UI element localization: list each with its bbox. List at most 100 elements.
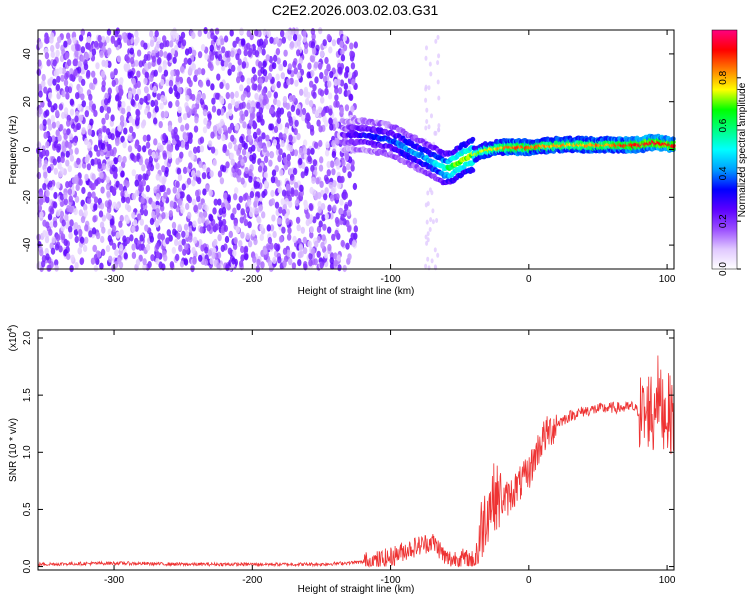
spectrogram-cell xyxy=(75,92,80,100)
spectrogram-cell xyxy=(178,244,183,252)
spectrogram-cell xyxy=(303,47,309,55)
colorbar-tick-label: 0.0 xyxy=(718,262,729,276)
spectrogram-cell xyxy=(201,92,206,101)
spectrogram-cell xyxy=(80,216,86,224)
spectrogram-cell xyxy=(224,235,230,244)
spectrogram-cell xyxy=(93,203,98,211)
spectrogram-cell xyxy=(427,265,431,271)
spectrogram-cell xyxy=(251,66,256,74)
spectrogram-cell xyxy=(227,126,232,134)
spectrogram-cell xyxy=(227,68,232,76)
spectrogram-cell xyxy=(147,148,153,156)
spectrogram-cell xyxy=(308,100,314,108)
spectrogram-cell xyxy=(115,180,120,188)
spectrogram-cell xyxy=(335,137,340,145)
spectrogram-cell xyxy=(50,50,55,59)
spectrogram-cell xyxy=(195,189,200,197)
spectrogram-cell xyxy=(39,249,44,257)
spectrogram-cell xyxy=(350,164,355,172)
spectrogram-cell xyxy=(86,163,92,171)
spectrogram-cell xyxy=(142,145,147,153)
spectrogram-cell xyxy=(194,116,199,124)
spectrogram-cell xyxy=(120,190,125,198)
spectrogram-cell xyxy=(105,36,110,44)
spectrogram-cell xyxy=(295,216,301,224)
spectrogram-cell xyxy=(47,100,52,108)
spectrogram-cell xyxy=(101,85,106,93)
spectrogram-cell xyxy=(99,262,104,270)
spectrogram-cell xyxy=(319,89,325,97)
spectrogram-cell xyxy=(323,251,329,259)
spectrogram-cell xyxy=(230,98,236,106)
spectrogram-cell xyxy=(270,189,275,198)
spectrogram-cell xyxy=(300,171,305,179)
spectrogram-cell xyxy=(273,97,278,106)
spectrogram-cell xyxy=(41,73,46,82)
spectrogram-cell xyxy=(107,199,113,207)
spectrogram-cell xyxy=(350,232,355,240)
spectrogram-cell xyxy=(324,187,329,195)
spectrogram-cell xyxy=(246,90,251,98)
spectrogram-cell xyxy=(187,67,193,75)
spectrogram-cell xyxy=(312,47,317,55)
spectrogram-cell xyxy=(201,172,207,180)
spectrogram-cell xyxy=(169,200,175,208)
spectrogram-cell xyxy=(48,92,53,100)
spectrogram-cell xyxy=(65,181,70,189)
spectrogram-cell xyxy=(209,214,214,222)
spectrogram-cell xyxy=(72,36,77,45)
spectrogram-cell xyxy=(136,49,142,57)
spectrogram-cell xyxy=(234,187,239,195)
spectrogram-cell xyxy=(429,71,433,77)
snr-x-ticks: -300 -200 -100 0 100 xyxy=(104,330,676,586)
spectrogram-cell xyxy=(280,198,285,206)
spectrogram-cell xyxy=(203,258,208,266)
spectrogram-cell xyxy=(352,182,358,191)
spectrogram-cell xyxy=(261,48,266,56)
spectrogram-cell xyxy=(202,188,207,196)
spectrogram-cell xyxy=(83,137,89,146)
colorbar-tick-label: 0.6 xyxy=(718,118,729,132)
spectrogram-cell xyxy=(272,256,277,264)
spectrogram-cell xyxy=(207,113,212,121)
spectrogram-cell xyxy=(101,214,107,222)
spectrogram-cell xyxy=(180,206,185,214)
spectrogram-cell xyxy=(172,56,177,64)
spectrogram-cell xyxy=(186,88,191,96)
spectrogram-cell xyxy=(101,117,106,125)
spectrogram-cell xyxy=(147,261,152,269)
spectrogram-cell xyxy=(331,233,336,241)
spectrogram-cell xyxy=(293,181,299,189)
spectrogram-cell xyxy=(59,54,65,63)
spectrogram-cell xyxy=(168,101,173,109)
spectrogram-cell xyxy=(225,161,230,169)
spectrogram-cell xyxy=(316,119,321,127)
spectrogram-cell xyxy=(271,214,276,222)
spectrogram-cell xyxy=(424,97,428,103)
spectrogram-cell xyxy=(244,109,249,117)
spectrogram-cell xyxy=(119,77,124,85)
spectrogram-cell xyxy=(297,34,302,42)
spectrogram-cell xyxy=(258,204,264,212)
spectrogram-cell xyxy=(68,225,73,233)
spectrogram-cell xyxy=(56,145,61,153)
spectrogram-cell xyxy=(252,131,258,139)
spectrogram-cell xyxy=(53,167,58,175)
spectrogram-cell xyxy=(424,125,428,131)
spectrogram-cell xyxy=(269,224,275,232)
spectrogram-cell xyxy=(233,193,238,201)
spectrogram-cell xyxy=(91,173,96,181)
spectrogram-cell xyxy=(240,75,245,83)
spectrogram-cell xyxy=(179,151,184,159)
spectrogram-cell xyxy=(273,125,279,133)
spectrogram-cell xyxy=(228,142,233,150)
spectrogram-cell xyxy=(299,184,304,192)
spectrogram-cell xyxy=(315,212,320,220)
spectrogram-cell xyxy=(347,199,353,207)
snr-y-multiplier: (x104) xyxy=(7,325,19,352)
spectrogram-cell xyxy=(260,261,265,269)
spectrogram-cell xyxy=(181,238,186,246)
spectrogram-cell xyxy=(64,72,69,80)
spectrogram-cell xyxy=(45,109,50,117)
spectrogram-cell xyxy=(324,68,329,76)
